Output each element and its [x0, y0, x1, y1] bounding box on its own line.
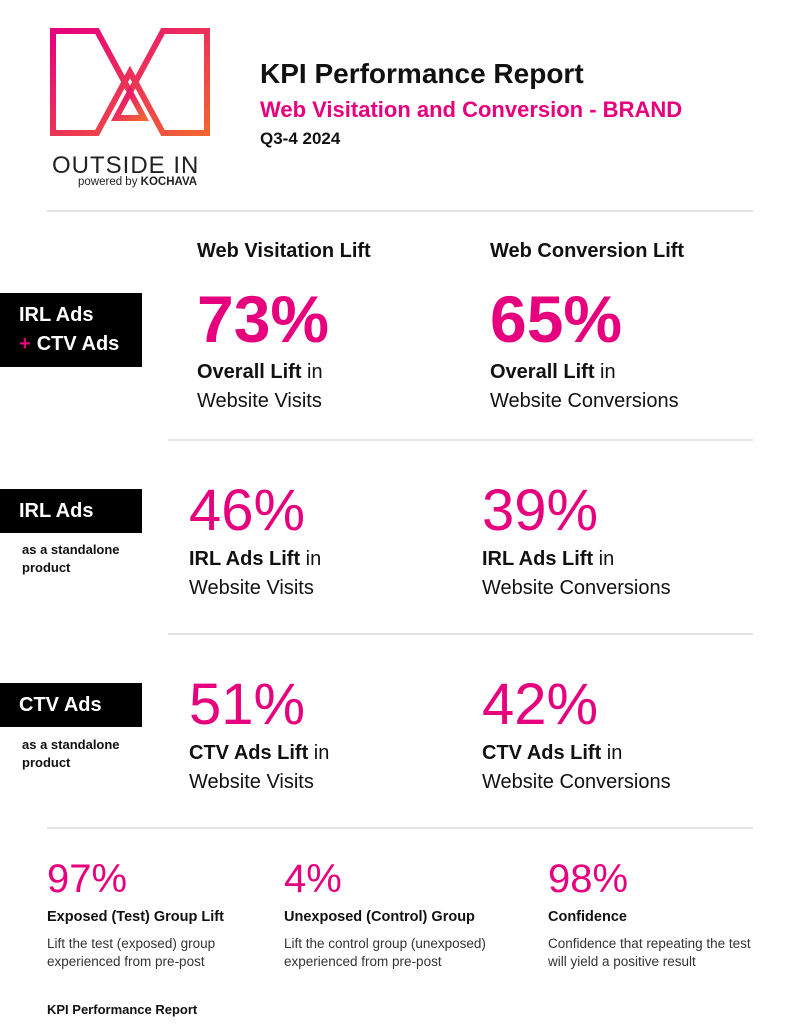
- irl-visit-lift-value: 46%: [189, 478, 306, 543]
- kpi-value-confidence: 98%: [548, 857, 629, 901]
- row-label-ctv: CTV Ads: [0, 683, 142, 727]
- column-heading-conversion: Web Conversion Lift: [490, 240, 685, 262]
- kpi-desc-exposed: Lift the test (exposed) group experience…: [47, 936, 216, 969]
- overall-conversion-lift-label: Overall Lift in Website Conversions: [490, 361, 679, 412]
- overall-visit-lift-label: Overall Lift in Website Visits: [197, 361, 323, 412]
- divider: [47, 827, 753, 829]
- divider: [47, 210, 753, 212]
- outside-in-logo-icon: [50, 28, 210, 136]
- irl-visit-lift-label: IRL Ads Lift in Website Visits: [189, 548, 322, 599]
- kpi-title-unexposed: Unexposed (Control) Group: [284, 909, 475, 925]
- ctv-conversion-lift-label: CTV Ads Lift in Website Conversions: [482, 742, 671, 793]
- kpi-value-exposed: 97%: [47, 857, 128, 901]
- irl-conversion-lift-value: 39%: [482, 478, 599, 543]
- kpi-value-unexposed: 4%: [284, 857, 342, 901]
- row-note-irl: as a standalone product: [22, 542, 120, 575]
- row-label-irl: IRL Ads: [0, 489, 142, 533]
- ctv-visit-lift-value: 51%: [189, 672, 306, 737]
- ctv-visit-lift-label: CTV Ads Lift in Website Visits: [189, 742, 330, 793]
- kpi-desc-unexposed: Lift the control group (unexposed) exper…: [284, 936, 486, 969]
- irl-conversion-lift-label: IRL Ads Lift in Website Conversions: [482, 548, 671, 599]
- column-heading-visitation: Web Visitation Lift: [197, 240, 371, 262]
- logo-wordmark: OUTSIDE IN: [52, 152, 200, 179]
- footer-label: KPI Performance Report: [47, 1002, 198, 1017]
- report-subtitle: Web Visitation and Conversion - BRAND: [260, 97, 683, 122]
- logo-powered-by: powered by KOCHAVA: [78, 176, 198, 188]
- divider: [168, 633, 753, 635]
- divider: [168, 439, 753, 441]
- kpi-title-exposed: Exposed (Test) Group Lift: [47, 909, 224, 925]
- overall-visit-lift-value: 73%: [197, 282, 330, 356]
- overall-conversion-lift-value: 65%: [490, 282, 623, 356]
- row-label-irl-ctv: IRL Ads + CTV Ads: [0, 293, 142, 367]
- row-note-ctv: as a standalone product: [22, 737, 120, 770]
- ctv-conversion-lift-value: 42%: [482, 672, 599, 737]
- report-title: KPI Performance Report: [260, 58, 584, 89]
- kpi-desc-confidence: Confidence that repeating the test will …: [548, 936, 751, 969]
- report-period: Q3-4 2024: [260, 129, 341, 148]
- kpi-title-confidence: Confidence: [548, 909, 627, 925]
